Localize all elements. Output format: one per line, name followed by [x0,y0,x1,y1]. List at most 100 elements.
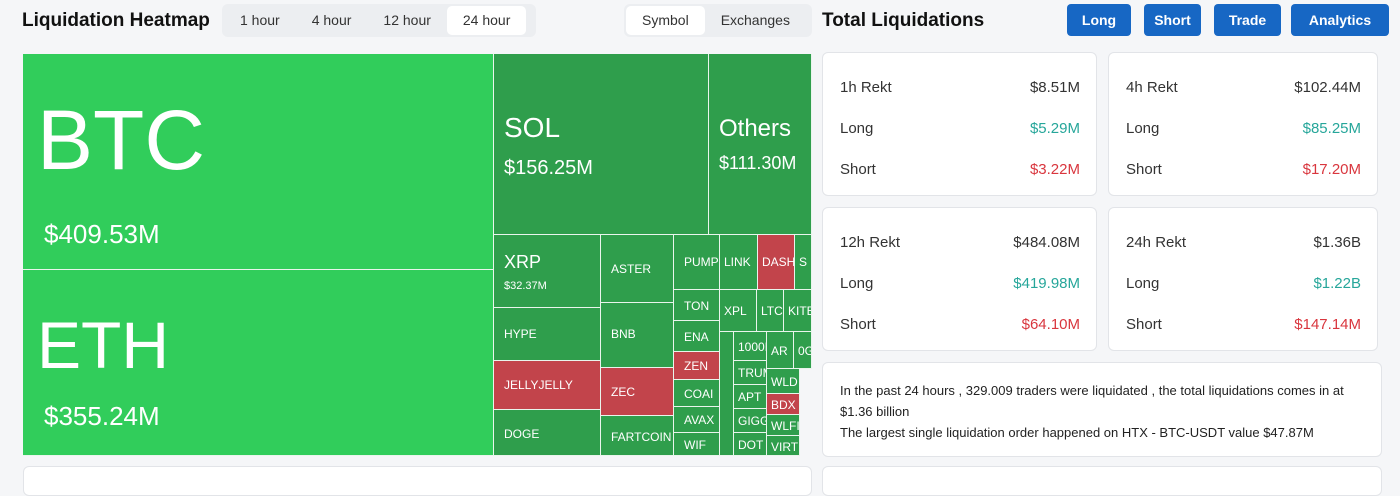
tile-symbol: WLD [771,375,798,389]
tile[interactable]: ASTER [601,235,674,303]
summary-card: In the past 24 hours , 329.009 traders w… [822,362,1382,457]
tile-symbol: COAI [684,387,714,401]
tile-symbol: XRP [504,252,542,272]
stat-value: $102.44M [1294,79,1361,96]
button[interactable]: Trade [1214,4,1281,36]
tile[interactable]: S [795,235,812,290]
tile[interactable]: Others $111.30M [709,54,812,235]
tile[interactable]: DASH [758,235,795,290]
tile[interactable]: FARTCOIN [601,416,674,456]
tile-symbol: AR [771,344,788,358]
tile-symbol: XPL [724,304,747,318]
tile[interactable]: WLD [767,369,800,394]
tile[interactable]: SOL $156.25M [494,54,709,235]
tile-symbol: LINK [724,255,751,269]
stat-label: Long [840,275,874,292]
tile-symbol: FARTCOIN [611,430,672,444]
stat-row: Short $147.14M [1126,316,1361,333]
tile[interactable]: BTC $409.53M [23,54,494,270]
tile[interactable]: ZEN [674,352,720,380]
tile-symbol: ASTER [611,262,652,276]
tile-symbol: APT [738,390,762,404]
button[interactable]: Long [1067,4,1131,36]
stat-value: $64.10M [1021,316,1080,333]
stat-row: Long $1.22B [1126,275,1361,292]
tile-symbol: ZEC [611,385,635,399]
stat-row: Short $3.22M [840,161,1080,178]
tab[interactable]: 1 hour [240,12,280,28]
tile-symbol: 0G [798,344,811,358]
tile[interactable]: COAI [674,380,720,407]
tile[interactable]: ENA [674,321,720,352]
tile-value: $355.24M [44,401,160,431]
tile-value: $111.30M [719,153,797,173]
stat-label: Long [840,120,874,137]
stat-card: 4h Rekt $102.44M Long $85.25M Short $17.20M [1108,52,1378,196]
tile-symbol: 1000PEPE [738,340,766,354]
tab[interactable]: 12 hour [383,12,431,28]
stat-card: 12h Rekt $484.08M Long $419.98M Short $64.10M [822,207,1097,351]
page: Liquidation Heatmap 1 hour 4 hour 12 hou… [22,4,1389,496]
stat-label: Long [1126,120,1160,137]
tile[interactable]: AR [767,332,794,369]
tile-symbol: TRUMP [738,366,766,380]
tile-symbol: AVAX [684,413,715,427]
tile-symbol: JELLYJELLY [504,378,573,392]
tile[interactable]: DOT [734,433,767,456]
tile[interactable]: AVAX [674,407,720,433]
tile[interactable]: TRUMP [734,361,767,385]
tile-symbol: PUMP [684,255,719,269]
tile[interactable]: VIRTUAL [767,436,800,456]
tile[interactable]: GIGGLE [734,409,767,433]
button[interactable]: Analytics [1291,4,1389,36]
tile[interactable]: 1000PEPE [734,332,767,361]
stat-row: 12h Rekt $484.08M [840,234,1080,251]
stat-row: Long $85.25M [1126,120,1361,137]
tile-symbol: DOGE [504,427,540,441]
tile-value: $156.25M [504,157,593,179]
tile[interactable]: PUMP [674,235,720,290]
tile-symbol: Others [719,115,792,142]
tile[interactable]: BDX [767,394,800,415]
tab[interactable]: Exchanges [720,12,790,28]
tile[interactable]: JELLYJELLY [494,361,601,410]
tile[interactable]: TON [674,290,720,321]
tab[interactable]: 24 hour [446,6,527,35]
stat-row: Short $17.20M [1126,161,1361,178]
tile[interactable]: BNB [601,303,674,368]
stat-row: 24h Rekt $1.36B [1126,234,1361,251]
tile-symbol: GIGGLE [738,414,766,428]
tile[interactable]: APT [734,385,767,409]
stat-value: $17.20M [1302,161,1361,178]
tile[interactable]: LTC [757,290,784,332]
tab[interactable]: Symbol [626,6,705,35]
tile[interactable]: KITE [784,290,812,332]
stat-value: $5.29M [1029,120,1080,137]
view-tabs: Symbol Exchanges [624,4,812,37]
tile[interactable]: WIF [674,433,720,456]
tile[interactable]: XPL [720,290,757,332]
stat-label: Short [840,316,876,333]
tile[interactable]: DOGE [494,410,601,456]
tile[interactable]: WLFI [767,415,800,436]
tile[interactable]: ETH $355.24M [23,270,494,456]
stat-label: 24h Rekt [1126,234,1187,251]
tile-symbol: ETH [37,308,169,382]
stat-row: Long $419.98M [840,275,1080,292]
tile[interactable]: 0G [794,332,812,369]
stat-label: Short [1126,161,1162,178]
tile[interactable]: HYPE [494,308,601,361]
stat-row: Long $5.29M [840,120,1080,137]
tab[interactable]: 4 hour [311,12,352,28]
stat-label: Short [1126,316,1162,333]
stat-value: $484.08M [1013,234,1080,251]
stat-label: 4h Rekt [1126,79,1178,96]
page-title: Liquidation Heatmap [22,10,210,31]
tile[interactable]: XRP $32.37M [494,235,601,308]
tile-symbol: VIRTUAL [771,440,799,454]
button[interactable]: Short [1144,4,1201,36]
tile[interactable]: LINK [720,235,758,290]
tile[interactable]: ZEC [601,368,674,416]
stat-value: $419.98M [1013,275,1080,292]
tile-symbol: HYPE [504,327,537,341]
